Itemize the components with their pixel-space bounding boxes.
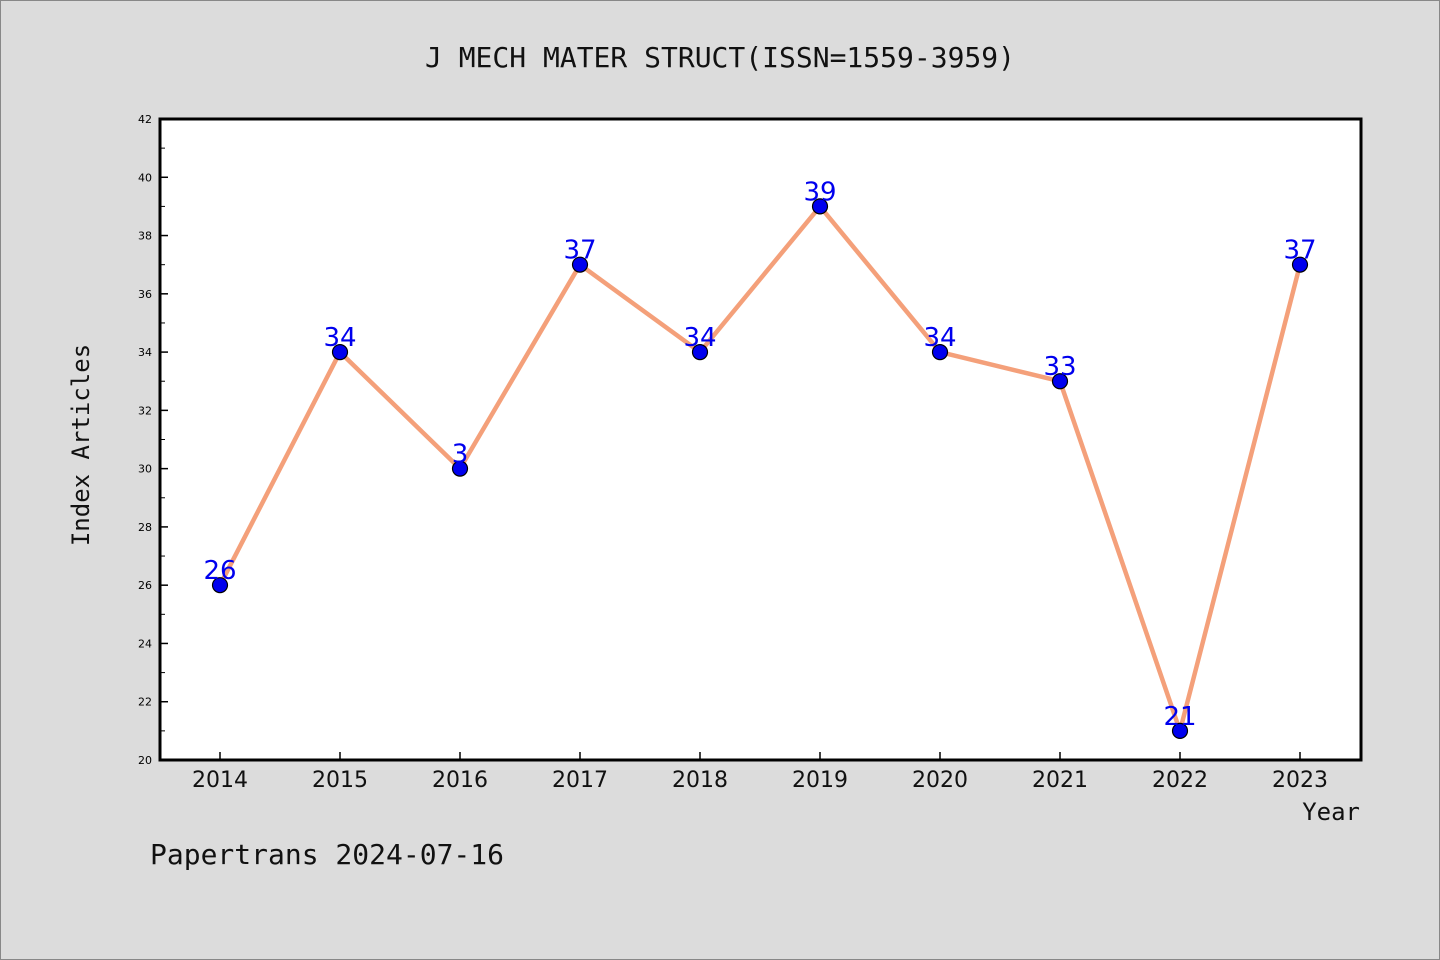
x-tick-label: 2022 [1152,768,1208,793]
x-tick-label: 2016 [432,768,488,793]
data-point [571,256,589,273]
x-axis-label: Year [1302,798,1360,826]
y-tick-label: 30 [138,463,152,476]
y-tick-label: 34 [138,346,152,359]
y-tick-label: 22 [138,696,152,709]
data-point [451,460,469,477]
footer-credit: Papertrans 2024-07-16 [150,838,504,871]
data-label: 34 [923,323,956,353]
x-tick-label: 2020 [912,768,968,793]
data-label: 37 [563,236,596,266]
data-point [811,198,829,215]
data-point [1051,373,1069,390]
y-axis: 20 22 24 26 28 30 32 34 36 38 40 42 [138,113,168,767]
y-tick-label: 38 [138,230,152,243]
x-tick-label: 2017 [552,768,608,793]
data-point [1171,722,1189,739]
y-tick-label: 24 [138,637,152,650]
data-label: 21 [1163,702,1196,732]
data-label: 34 [683,323,716,353]
data-labels: 26 34 3 37 34 39 34 33 21 37 [203,177,1316,731]
data-point [1291,256,1309,273]
data-label: 26 [203,556,236,586]
y-axis-label: Index Articles [67,344,95,546]
data-label: 33 [1043,352,1076,382]
chart-title: J MECH MATER STRUCT(ISSN=1559-3959) [425,41,1015,74]
y-tick-label: 26 [138,579,152,592]
x-tick-label: 2018 [672,768,728,793]
x-tick-label: 2021 [1032,768,1088,793]
plot-area [158,117,1363,762]
y-tick-label: 32 [138,404,152,417]
data-markers [211,198,1309,739]
y-tick-label: 28 [138,521,152,534]
x-axis: 2014 2015 2016 2017 2018 2019 2020 2021 2022 2023 [192,752,1328,793]
x-tick-label: 2023 [1272,768,1328,793]
y-tick-label: 20 [138,754,152,767]
series-line [217,204,1303,734]
y-tick-label: 40 [138,171,152,184]
x-tick-label: 2015 [312,768,368,793]
data-point [211,577,229,594]
data-label: 3 [452,440,469,470]
data-point [331,343,349,361]
data-label: 39 [803,177,836,207]
x-tick-label: 2014 [192,768,248,793]
y-tick-label: 36 [138,288,152,301]
x-tick-label: 2019 [792,768,848,793]
data-label: 34 [323,323,356,353]
y-tick-label: 42 [138,113,152,126]
data-point [691,343,709,361]
data-point [931,343,949,361]
data-label: 37 [1283,236,1316,266]
